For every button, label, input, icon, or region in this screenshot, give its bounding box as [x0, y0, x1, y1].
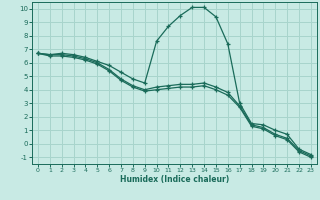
X-axis label: Humidex (Indice chaleur): Humidex (Indice chaleur)	[120, 175, 229, 184]
